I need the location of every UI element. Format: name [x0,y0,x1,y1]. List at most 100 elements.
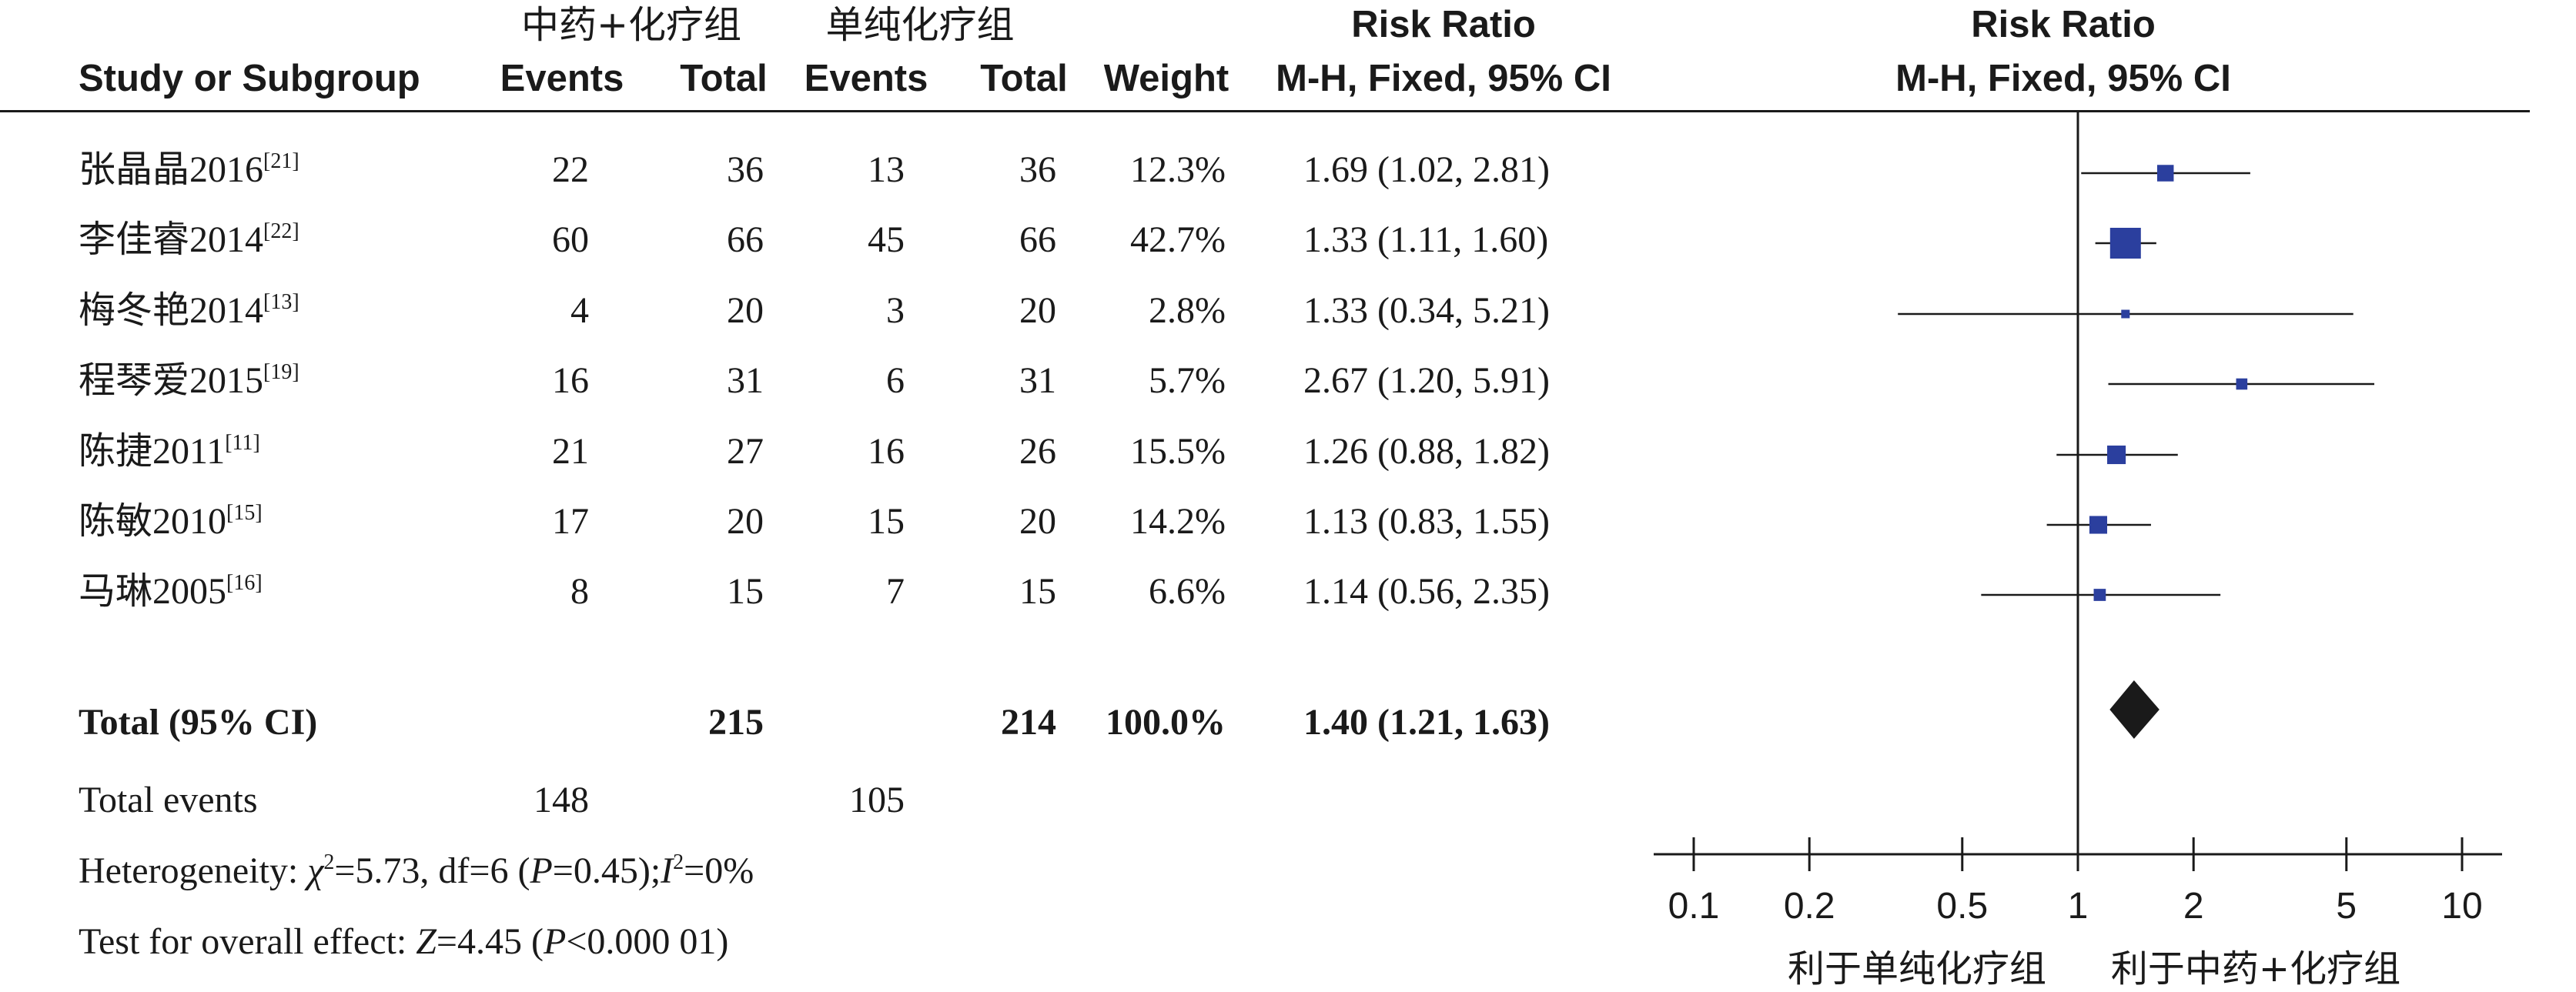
study-name-text: 马琳2005 [79,571,227,612]
header-plot-risk-ratio: Risk Ratio [1971,4,2156,45]
effect-marker [2109,228,2141,259]
study-events-control: 6 [886,360,905,401]
study-weight: 42.7% [1130,219,1226,260]
total-events-treatment: 148 [534,780,589,820]
study-name: 李佳睿2014[22] [79,221,299,259]
study-total-treatment: 36 [727,149,764,190]
header-study-subgroup: Study or Subgroup [79,58,420,99]
effect-marker [2121,309,2130,319]
chi-superscript: 2 [323,850,335,874]
study-weight: 12.3% [1130,149,1226,190]
study-weight: 14.2% [1130,501,1226,542]
total-events-control: 105 [849,780,905,820]
study-events-treatment: 17 [552,501,589,542]
study-total-treatment: 27 [727,431,764,472]
effect-marker [2093,589,2106,601]
header-rr-method: M-H, Fixed, 95% CI [1276,58,1611,99]
p-symbol: P [530,850,553,891]
study-reference: [15] [226,501,263,525]
x-tick-label: 5 [2336,886,2357,927]
x-tick-label: 2 [2183,886,2204,927]
study-events-treatment: 60 [552,219,589,260]
header-control-group: 单纯化疗组 [825,3,1015,47]
study-total-treatment: 15 [727,571,764,612]
study-total-treatment: 31 [727,360,764,401]
study-ci: 1.69 (1.02, 2.81) [1303,149,1550,190]
overall-p-symbol: P [543,921,567,962]
study-events-control: 13 [868,149,905,190]
x-tick-label: 1 [2068,886,2089,927]
study-total-control: 36 [1019,149,1056,190]
study-total-control: 66 [1019,219,1056,260]
heterogeneity-label: Heterogeneity: [79,850,308,891]
study-total-control: 26 [1019,431,1056,472]
study-name-text: 梅冬艳2014 [79,290,264,331]
study-total-control: 20 [1019,501,1056,542]
study-name: 程琴爱2015[19] [79,362,299,399]
i-superscript: 2 [673,850,684,874]
study-events-treatment: 4 [570,290,589,331]
overall-effect-text: Test for overall effect: Z=4.45 (P<0.000… [79,924,728,960]
p-value: =0.45); [552,850,661,891]
study-reference: [13] [263,290,299,314]
header-total-control: Total [980,58,1068,99]
study-name-text: 张晶晶2016 [79,149,264,190]
study-events-control: 7 [886,571,905,612]
study-weight: 15.5% [1130,431,1226,472]
header-risk-ratio: Risk Ratio [1351,4,1536,45]
favors-right-label: 利于中药+化疗组 [2110,947,2401,990]
study-events-treatment: 8 [570,571,589,612]
overall-label: Test for overall effect: [79,921,417,962]
study-name: 马琳2005[16] [79,573,263,610]
header-weight: Weight [1103,58,1229,99]
total-label: Total (95% CI) [79,702,318,743]
chi-value: =5.73, df=6 ( [334,850,530,891]
study-weight: 2.8% [1149,290,1226,331]
header-plot-method: M-H, Fixed, 95% CI [1895,58,2231,99]
total-weight: 100.0% [1106,702,1226,743]
study-reference: [16] [226,571,263,595]
header-events-control: Events [804,58,928,99]
header-events-treatment: Events [500,58,624,99]
favors-left-label: 利于单纯化疗组 [1787,947,2046,990]
x-tick-label: 10 [2441,886,2482,927]
overall-p-value: <0.000 01) [566,921,729,962]
study-total-treatment: 66 [727,219,764,260]
study-reference: [11] [225,431,260,455]
x-tick-label: 0.5 [1936,886,1988,927]
effect-marker [2156,165,2174,182]
study-ci: 1.14 (0.56, 2.35) [1303,571,1550,612]
study-reference: [19] [263,360,299,384]
study-total-control: 31 [1019,360,1056,401]
study-total-control: 20 [1019,290,1056,331]
study-reference: [21] [263,149,299,173]
header-total-treatment: Total [680,58,768,99]
study-name: 梅冬艳2014[13] [79,292,299,329]
study-events-control: 15 [868,501,905,542]
effect-marker [2089,516,2108,534]
study-ci: 1.33 (0.34, 5.21) [1303,290,1550,331]
z-symbol: Z [416,921,437,962]
study-events-control: 45 [868,219,905,260]
study-events-treatment: 21 [552,431,589,472]
study-events-treatment: 16 [552,360,589,401]
study-name: 陈捷2011[11] [79,433,260,470]
study-total-control: 15 [1019,571,1056,612]
i-value: =0% [684,850,754,891]
total-n-treatment: 215 [708,702,764,743]
study-events-control: 3 [886,290,905,331]
study-name-text: 程琴爱2015 [79,360,264,401]
effect-marker [2107,445,2126,465]
study-ci: 2.67 (1.20, 5.91) [1303,360,1550,401]
study-events-control: 16 [868,431,905,472]
study-name-text: 陈捷2011 [79,431,226,472]
chi-symbol: χ [307,850,324,891]
study-weight: 5.7% [1149,360,1226,401]
z-value: =4.45 ( [436,921,544,962]
header-treatment-group: 中药+化疗组 [520,3,742,47]
heterogeneity-text: Heterogeneity: χ2=5.73, df=6 (P=0.45);I2… [79,850,754,891]
study-name: 张晶晶2016[21] [79,149,299,190]
pooled-diamond [2109,680,2159,739]
